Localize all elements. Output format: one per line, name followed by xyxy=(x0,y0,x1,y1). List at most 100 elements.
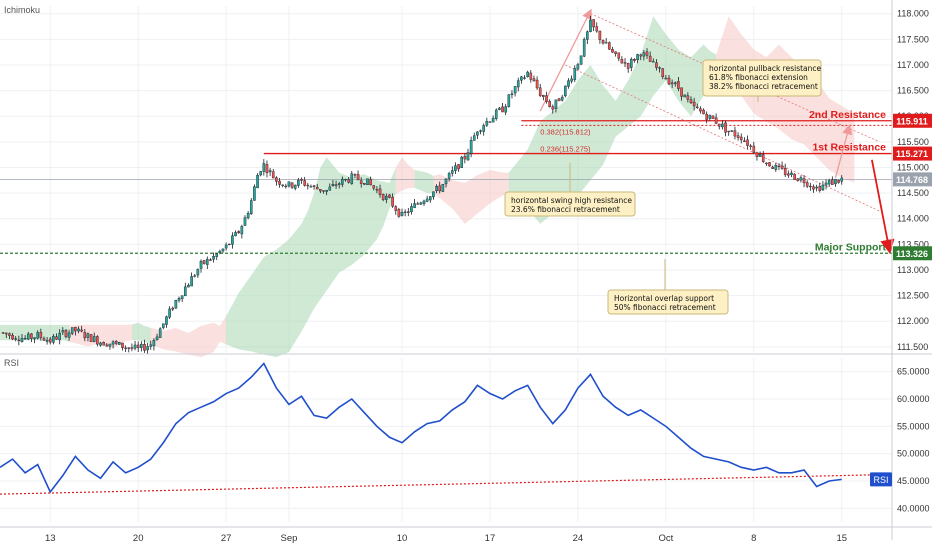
x-tick-label: Sep xyxy=(281,533,298,544)
candle-body xyxy=(450,170,454,174)
candle-body xyxy=(416,203,420,205)
candle-body xyxy=(783,168,787,176)
candle-body xyxy=(428,196,432,201)
rsi-line xyxy=(0,362,842,494)
candle-body xyxy=(469,140,473,154)
candle-body xyxy=(36,332,39,339)
candle-body xyxy=(275,177,278,182)
candle-body xyxy=(58,332,61,341)
candle-body xyxy=(608,42,611,50)
candle-body xyxy=(447,173,451,179)
candle-body xyxy=(231,235,234,245)
candle-body xyxy=(611,49,614,53)
candle-body xyxy=(648,55,652,62)
candle-body xyxy=(143,344,146,351)
candle-body xyxy=(124,347,127,349)
swing-high-callout-text: 23.6% fibonacci retracement xyxy=(511,205,620,214)
candle-body xyxy=(99,342,102,346)
candle-body xyxy=(290,182,294,188)
candle-body xyxy=(488,121,492,123)
candle-body xyxy=(438,185,442,192)
panel-labels: Ichimoku RSI xyxy=(4,5,40,368)
candle-body xyxy=(702,109,705,115)
candle-body xyxy=(130,347,134,349)
candle-body xyxy=(655,62,658,68)
candle-body xyxy=(670,82,674,85)
candle-body xyxy=(551,106,555,110)
candle-body xyxy=(118,342,121,345)
swing-high-callout-box xyxy=(504,191,636,217)
candle-body xyxy=(26,333,30,340)
candle-body xyxy=(162,323,165,328)
candle-body xyxy=(755,152,759,157)
candle-body xyxy=(300,178,303,181)
candle-body xyxy=(422,200,426,204)
candle-body xyxy=(542,95,545,97)
resistance-1-price-tag: 115.271 xyxy=(896,149,928,159)
candle-body xyxy=(689,99,693,104)
candle-body xyxy=(92,336,96,342)
candle-body xyxy=(582,39,586,57)
candle-body xyxy=(721,123,724,128)
pullback-resistance-callout-text: 38.2% fibonacci retracement xyxy=(709,82,818,91)
candle-body xyxy=(595,26,599,32)
candle-body xyxy=(253,186,256,201)
cloud-segment xyxy=(414,170,434,194)
candle-body xyxy=(410,206,413,213)
candle-body xyxy=(196,269,200,276)
candle-body xyxy=(699,108,702,112)
candle-body xyxy=(369,179,372,186)
candle-body xyxy=(221,248,225,252)
candle-body xyxy=(586,31,589,40)
candle-body xyxy=(48,338,52,343)
candle-body xyxy=(548,101,551,107)
candle-body xyxy=(494,109,498,119)
candle-body xyxy=(121,342,124,348)
candle-body xyxy=(425,198,429,202)
candle-body xyxy=(341,178,344,185)
candle-body xyxy=(752,145,756,153)
candle-body xyxy=(284,185,288,188)
candle-body xyxy=(385,195,388,200)
price-y-tick-label: 112.500 xyxy=(897,291,929,301)
candle-body xyxy=(780,165,784,169)
candle-body xyxy=(334,184,338,186)
candle-body xyxy=(381,193,385,200)
candle-body xyxy=(315,187,319,190)
candle-body xyxy=(444,178,448,185)
major-support-price-tag-bg xyxy=(893,246,932,261)
rsi-y-tick-label: 45.0000 xyxy=(897,476,930,486)
channel-lower xyxy=(565,64,880,212)
resistance-1-price-tag-bg xyxy=(893,146,932,161)
x-tick-label: 10 xyxy=(397,533,408,544)
candle-body xyxy=(746,139,749,146)
candle-body xyxy=(394,206,398,211)
candle-body xyxy=(309,186,313,188)
candle-body xyxy=(793,173,796,180)
candle-body xyxy=(155,336,159,341)
candle-body xyxy=(89,334,93,342)
candle-body xyxy=(761,154,765,162)
candle-body xyxy=(105,344,109,347)
candle-body xyxy=(809,185,812,188)
candle-body xyxy=(466,152,470,161)
candle-body xyxy=(64,330,68,337)
cloud-segment xyxy=(131,322,151,345)
candle-body xyxy=(711,115,715,119)
candle-body xyxy=(472,135,476,141)
candle-body xyxy=(209,259,212,261)
candle-body xyxy=(397,209,401,217)
candle-body xyxy=(604,42,608,44)
candle-body xyxy=(457,164,460,170)
candle-body xyxy=(218,250,222,253)
candle-body xyxy=(535,79,539,89)
candle-body xyxy=(683,94,687,98)
candle-body xyxy=(802,178,806,184)
candle-body xyxy=(224,244,228,249)
candle-body xyxy=(127,347,131,349)
candle-body xyxy=(146,346,149,351)
candle-body xyxy=(20,338,24,342)
candle-body xyxy=(391,196,394,207)
candle-body xyxy=(328,186,332,191)
